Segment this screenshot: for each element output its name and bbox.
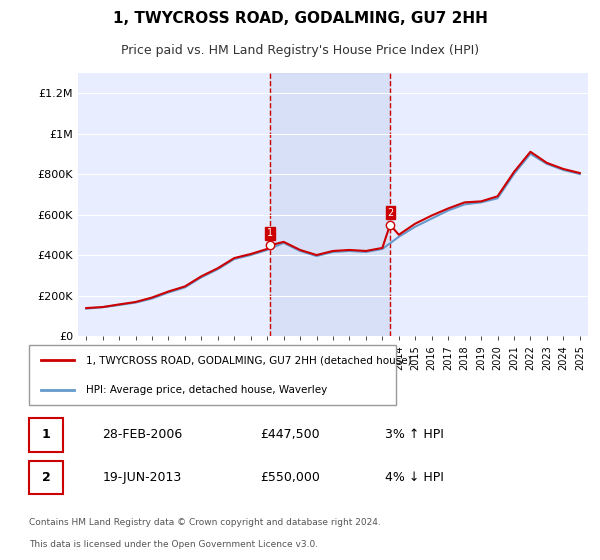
Text: 4% ↓ HPI: 4% ↓ HPI [385,472,443,484]
Text: 1, TWYCROSS ROAD, GODALMING, GU7 2HH: 1, TWYCROSS ROAD, GODALMING, GU7 2HH [113,11,487,26]
Bar [270,73,390,336]
FancyBboxPatch shape [29,461,63,494]
Text: Contains HM Land Registry data © Crown copyright and database right 2024.: Contains HM Land Registry data © Crown c… [29,518,381,527]
FancyBboxPatch shape [29,418,63,451]
Text: 28-FEB-2006: 28-FEB-2006 [103,428,183,441]
Text: 2: 2 [42,472,50,484]
Text: 2: 2 [387,208,393,218]
Text: 1: 1 [267,228,273,239]
Text: 19-JUN-2013: 19-JUN-2013 [103,472,182,484]
FancyBboxPatch shape [29,345,396,405]
Text: £447,500: £447,500 [260,428,320,441]
Text: £550,000: £550,000 [260,472,320,484]
Text: 3% ↑ HPI: 3% ↑ HPI [385,428,443,441]
Text: HPI: Average price, detached house, Waverley: HPI: Average price, detached house, Wave… [86,385,327,395]
Text: 1: 1 [42,428,50,441]
Text: Price paid vs. HM Land Registry's House Price Index (HPI): Price paid vs. HM Land Registry's House … [121,44,479,58]
Text: 1, TWYCROSS ROAD, GODALMING, GU7 2HH (detached house): 1, TWYCROSS ROAD, GODALMING, GU7 2HH (de… [86,356,412,366]
Text: This data is licensed under the Open Government Licence v3.0.: This data is licensed under the Open Gov… [29,540,319,549]
